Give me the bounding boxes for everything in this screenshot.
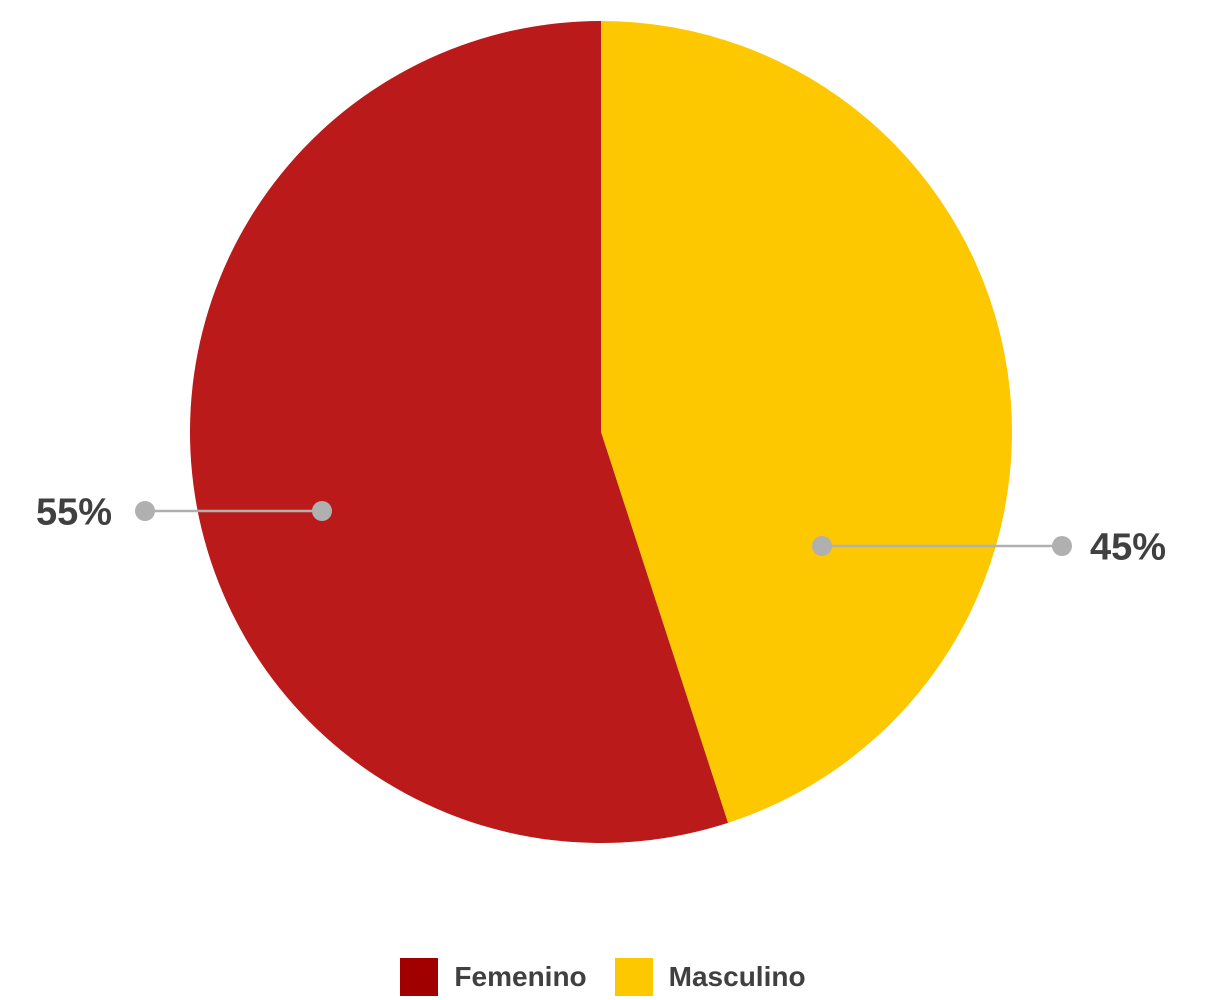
legend-item-masculino[interactable]: Masculino	[614, 958, 806, 996]
legend-swatch-femenino	[400, 958, 439, 996]
pie-annotations: 55% 45%	[36, 491, 1166, 568]
data-label-femenino: 55%	[36, 491, 112, 533]
pie-slice-masculino[interactable]	[601, 21, 1012, 823]
legend-swatch-masculino	[614, 958, 653, 996]
leader-dot-masculino-outer	[1052, 536, 1072, 556]
leader-dot-masculino-inner	[812, 536, 832, 556]
pie-slice-femenino[interactable]	[189, 21, 729, 843]
legend-item-femenino[interactable]: Femenino	[400, 958, 587, 996]
legend-label-masculino: Masculino	[668, 961, 806, 992]
pie-slices	[189, 21, 1012, 843]
leader-dot-femenino-inner	[312, 501, 332, 521]
legend: Femenino Masculino	[0, 957, 1206, 997]
data-label-masculino: 45%	[1090, 526, 1166, 568]
legend-label-femenino: Femenino	[454, 961, 587, 992]
leader-dot-femenino-outer	[135, 501, 155, 521]
